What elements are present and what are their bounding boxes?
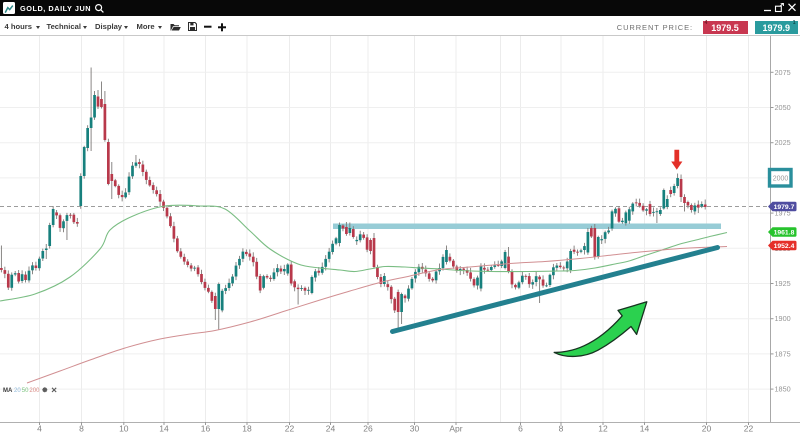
svg-text:200: 200 bbox=[29, 388, 40, 394]
svg-text:26: 26 bbox=[363, 424, 373, 434]
svg-text:22: 22 bbox=[285, 424, 295, 434]
svg-text:14: 14 bbox=[159, 424, 169, 434]
svg-text:1979.7: 1979.7 bbox=[774, 204, 795, 211]
svg-text:20: 20 bbox=[702, 424, 712, 434]
svg-text:30: 30 bbox=[410, 424, 420, 434]
svg-text:8: 8 bbox=[79, 424, 84, 434]
svg-text:1952.4: 1952.4 bbox=[774, 243, 795, 250]
svg-text:16: 16 bbox=[201, 424, 211, 434]
svg-text:6: 6 bbox=[518, 424, 523, 434]
svg-text:12: 12 bbox=[598, 424, 608, 434]
svg-text:4: 4 bbox=[37, 424, 42, 434]
svg-text:1925: 1925 bbox=[775, 279, 791, 288]
svg-text:18: 18 bbox=[242, 424, 252, 434]
svg-text:1961.8: 1961.8 bbox=[774, 229, 795, 236]
svg-text:1850: 1850 bbox=[775, 385, 791, 394]
svg-text:2075: 2075 bbox=[775, 68, 791, 77]
svg-text:1875: 1875 bbox=[775, 349, 791, 358]
svg-text:2025: 2025 bbox=[775, 138, 791, 147]
svg-text:2050: 2050 bbox=[775, 103, 791, 112]
svg-text:22: 22 bbox=[744, 424, 754, 434]
svg-text:20: 20 bbox=[14, 388, 21, 394]
svg-text:1900: 1900 bbox=[775, 314, 791, 323]
svg-text:14: 14 bbox=[640, 424, 650, 434]
svg-text:10: 10 bbox=[119, 424, 129, 434]
svg-text:Apr: Apr bbox=[449, 424, 462, 434]
svg-text:1975: 1975 bbox=[775, 209, 791, 218]
svg-text:MA: MA bbox=[3, 388, 13, 394]
svg-text:2000: 2000 bbox=[773, 175, 789, 182]
svg-text:24: 24 bbox=[326, 424, 336, 434]
svg-text:8: 8 bbox=[559, 424, 564, 434]
svg-text:50: 50 bbox=[22, 388, 29, 394]
